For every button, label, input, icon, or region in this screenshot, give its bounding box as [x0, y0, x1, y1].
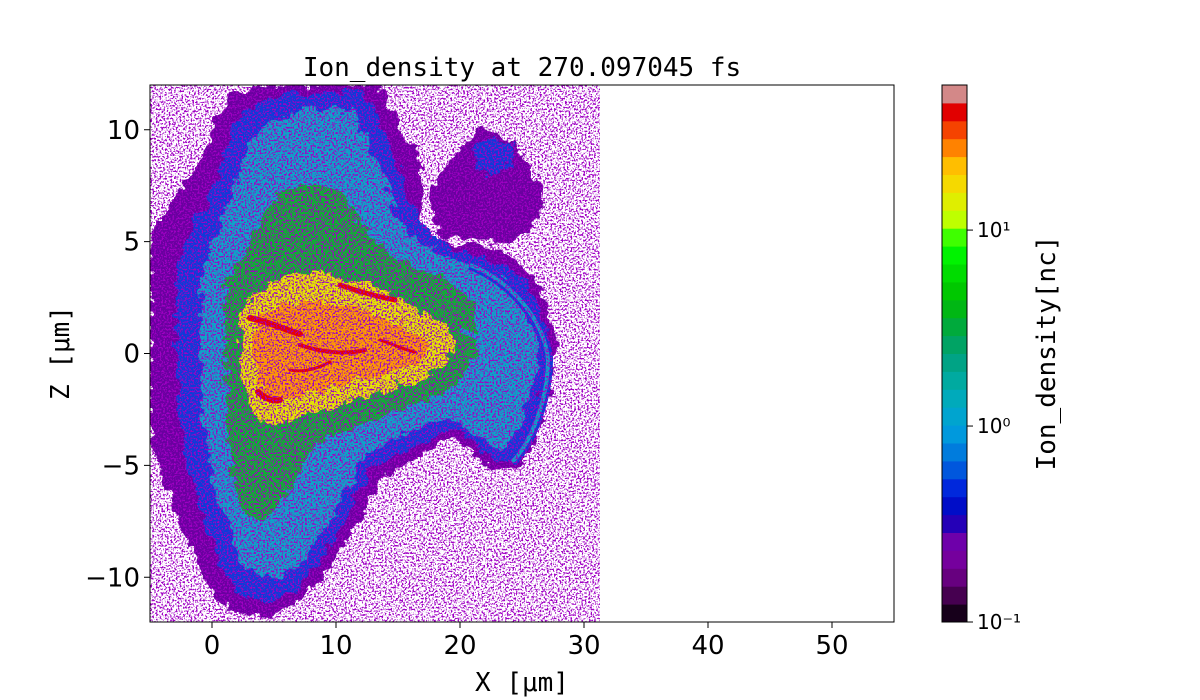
colorbar-tick-label: 10¹: [977, 218, 1010, 242]
colorbar-band: [942, 407, 967, 426]
y-tick-label: 10: [107, 116, 140, 146]
colorbar-band: [942, 335, 967, 354]
colorbar-band: [942, 138, 967, 158]
x-axis: 0 10 20 30 40 50: [204, 622, 849, 661]
colorbar-band: [942, 210, 967, 229]
colorbar-band: [942, 228, 967, 247]
colorbar-band: [942, 85, 967, 104]
colorbar-band: [942, 389, 967, 408]
colorbar-band: [942, 568, 967, 587]
colorbar-band: [942, 299, 967, 319]
y-axis-label: Z [μm]: [46, 306, 76, 400]
colorbar-band: [942, 425, 967, 444]
colorbar-tick-label: 10⁻¹: [977, 610, 1021, 634]
y-tick-label: 5: [123, 228, 140, 258]
colorbar-band: [942, 371, 967, 390]
colorbar-band: [942, 102, 967, 122]
colorbar-band: [942, 246, 967, 265]
density-field: [150, 85, 600, 622]
colorbar: [942, 85, 967, 623]
colorbar-band: [942, 532, 967, 551]
colorbar-label: Ion_density[nc]: [1032, 236, 1062, 471]
y-tick-label: −5: [102, 451, 140, 481]
x-axis-label: X [μm]: [475, 668, 569, 698]
x-tick-label: 50: [815, 631, 848, 661]
colorbar-band: [942, 353, 967, 372]
colorbar-band: [942, 514, 967, 533]
colorbar-band: [942, 281, 967, 301]
x-tick-label: 10: [319, 631, 352, 661]
x-tick-label: 40: [691, 631, 724, 661]
x-tick-label: 20: [443, 631, 476, 661]
y-axis: −10 −5 0 5 10: [85, 116, 150, 593]
y-tick-label: −10: [85, 563, 140, 593]
x-tick-label: 0: [204, 631, 221, 661]
colorbar-band: [942, 192, 967, 211]
colorbar-axis: 10⁻¹ 10⁰ 10¹: [967, 218, 1021, 634]
colorbar-band: [942, 550, 967, 569]
colorbar-band: [942, 317, 967, 337]
colorbar-band: [942, 586, 967, 605]
x-tick-label: 30: [567, 631, 600, 661]
colorbar-band: [942, 443, 967, 462]
colorbar-frame: [941, 84, 968, 623]
y-tick-label: 0: [123, 340, 140, 370]
colorbar-band: [942, 460, 967, 480]
colorbar-band: [942, 496, 967, 516]
colorbar-band: [942, 174, 967, 193]
colorbar-band: [942, 264, 967, 283]
colorbar-band: [942, 120, 967, 140]
colorbar-band: [942, 604, 967, 623]
chart-title: Ion_density at 270.097045 fs: [303, 53, 741, 83]
colorbar-band: [942, 478, 967, 498]
colorbar-band: [942, 156, 967, 175]
colorbar-tick-label: 10⁰: [977, 414, 1010, 438]
